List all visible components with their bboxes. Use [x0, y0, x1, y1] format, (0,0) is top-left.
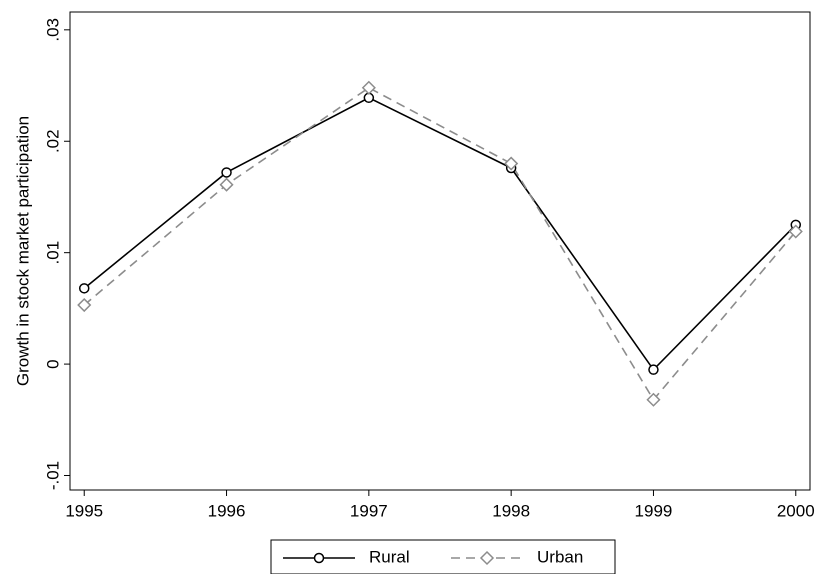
data-point [361, 80, 376, 95]
legend-marker [313, 552, 325, 564]
data-point [78, 283, 90, 294]
series-line [83, 86, 797, 402]
data-point [77, 297, 92, 313]
x-tick-label: 1995 [65, 501, 103, 520]
x-tick-label: 1999 [635, 501, 673, 520]
x-tick-label: 1998 [492, 501, 530, 520]
data-point [504, 156, 519, 171]
y-tick-label: -.01 [43, 461, 62, 490]
data-point [788, 224, 803, 239]
data-point [219, 177, 234, 192]
series-line [83, 96, 797, 371]
plot-frame [69, 11, 811, 491]
x-tick-label: 2000 [777, 501, 815, 520]
legend-box [270, 539, 616, 575]
legend-label: Urban [537, 547, 583, 566]
x-tick-label: 1997 [350, 501, 388, 520]
x-tick-label: 1996 [208, 501, 246, 520]
legend-marker [479, 550, 495, 566]
y-tick-label: .03 [43, 18, 62, 42]
legend-label: Rural [369, 547, 410, 566]
y-tick-label: .02 [43, 129, 62, 153]
y-tick-label: .01 [43, 241, 62, 265]
data-point [221, 167, 232, 178]
y-tick-label: 0 [43, 359, 62, 368]
data-point [646, 392, 661, 407]
data-point [648, 364, 659, 375]
y-axis-label: Growth in stock market participation [13, 116, 32, 386]
